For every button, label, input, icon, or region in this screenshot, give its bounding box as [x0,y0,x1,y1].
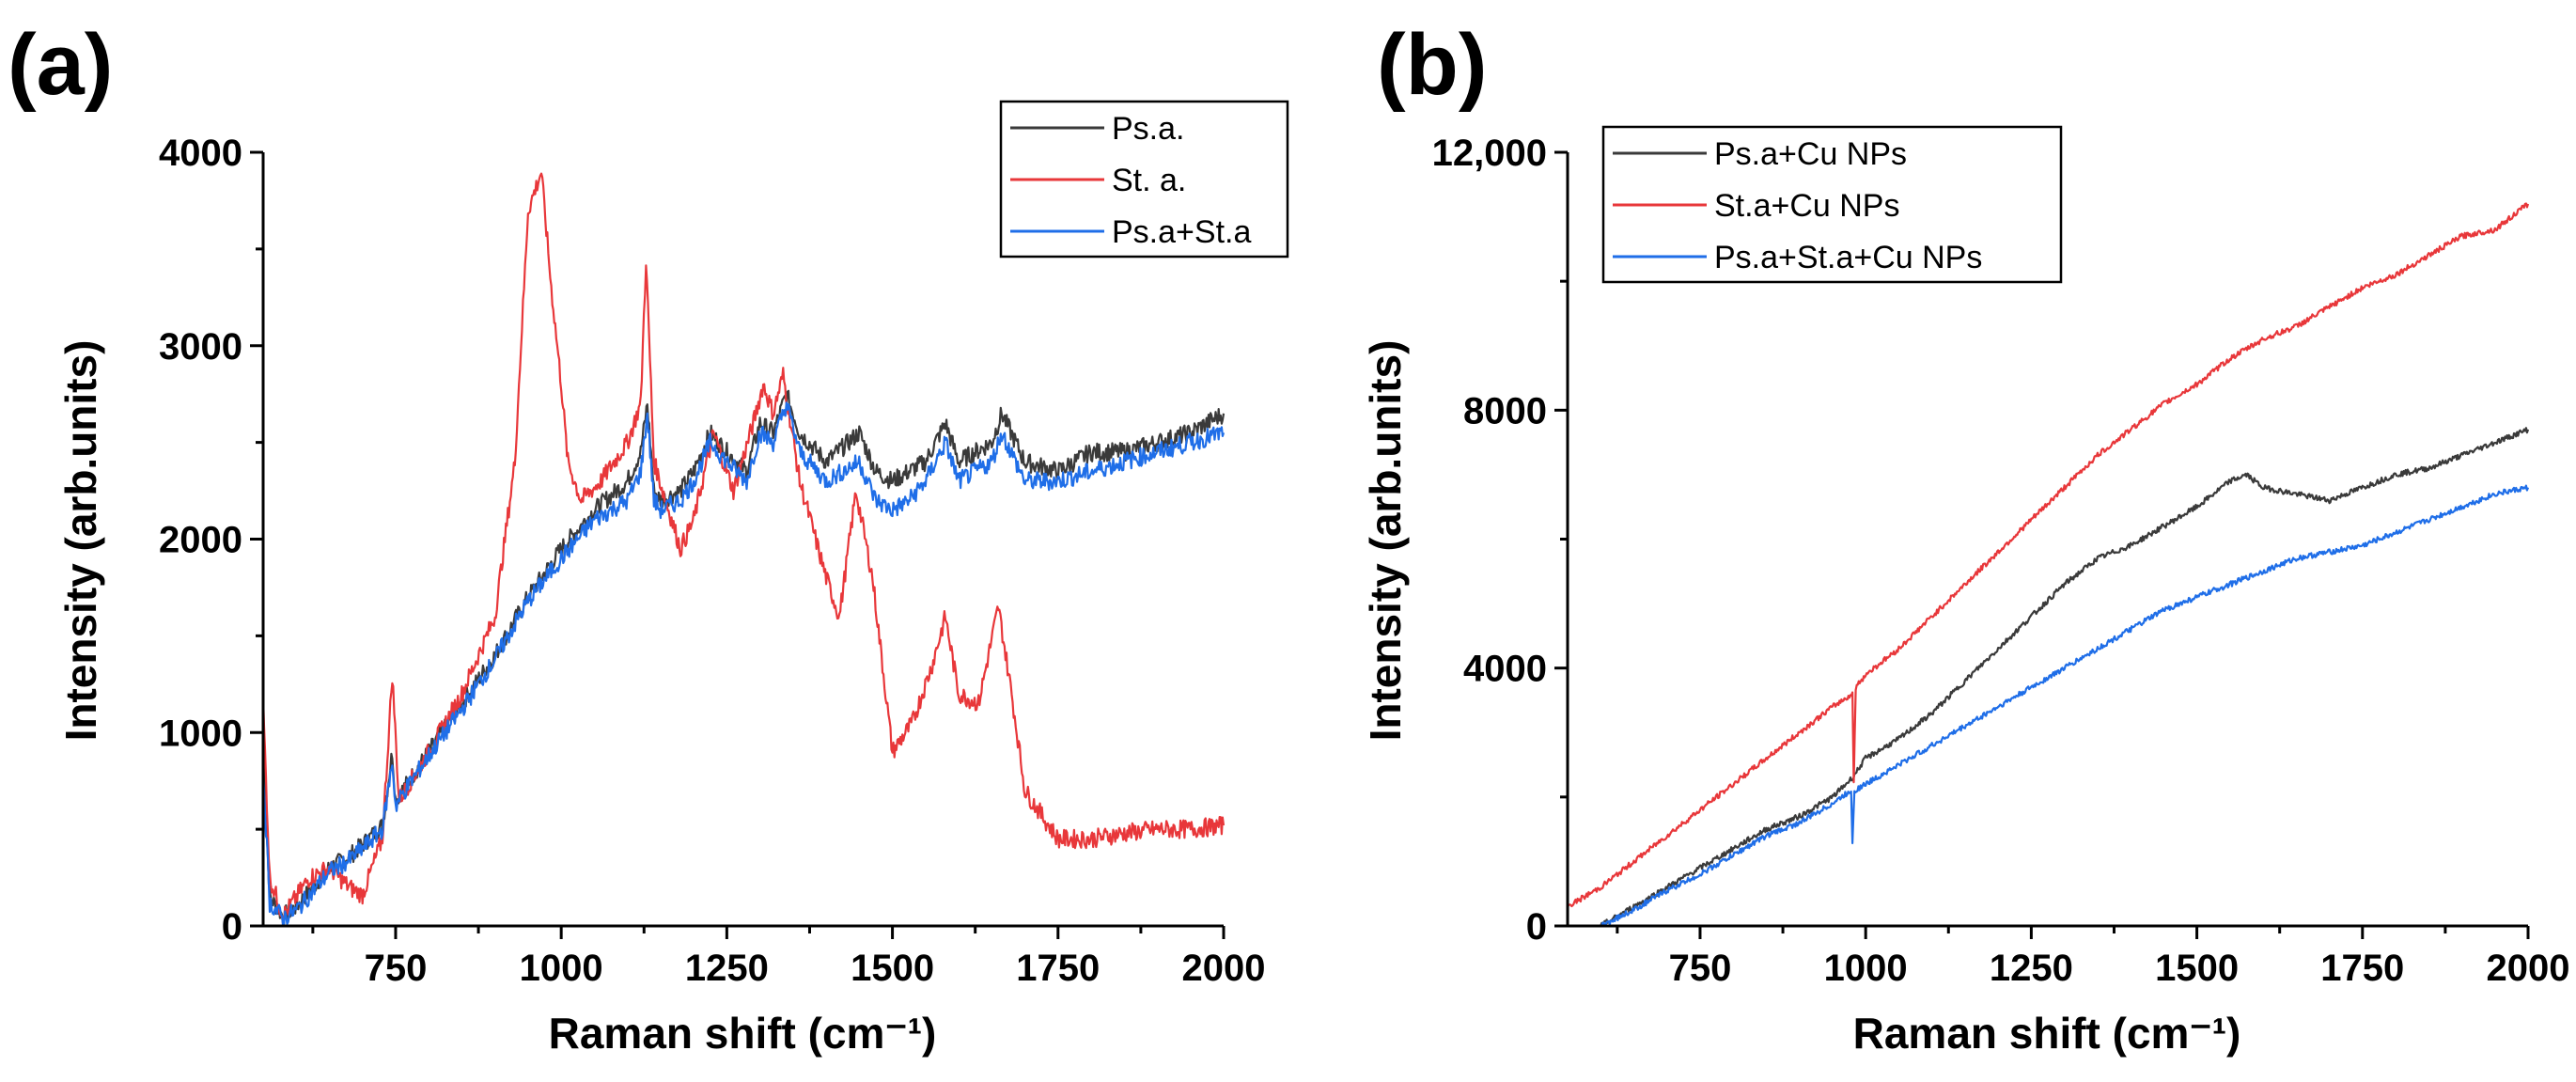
panel-a-x-tick-label: 1750 [1016,948,1100,989]
panel-b-y-tick-label: 8000 [1463,390,1547,431]
panel-a-y-axis-label: Intensity (arb.units) [56,340,105,742]
panel-b-chart: (b) 750 1000 1250 1500 1750 2000 0 4000 8000 12,0… [1361,17,2569,1058]
panel-b-series-line-3 [1600,484,2530,928]
panel-a-chart: (a) 750 1000 1250 1500 1750 2000 0 1000 2000 3000… [8,17,1289,1058]
panel-a-x-axis-label: Raman shift (cm⁻¹) [549,1009,937,1058]
panel-b-y-tick-label: 12,000 [1432,133,1547,174]
panel-a-x-tick-label: 1250 [685,948,769,989]
panel-a-ticks: 750 1000 1250 1500 1750 2000 0 1000 2000 3000 4000 [159,133,1265,989]
panel-b-series-line-1 [1600,427,2530,927]
panel-a-y-tick-label: 1000 [159,713,242,754]
panel-b-y-axis-label: Intensity (arb.units) [1361,340,1410,742]
panel-a-label: (a) [8,17,113,113]
panel-b-ticks: 750 1000 1250 1500 1750 2000 0 4000 8000 12,000 [1432,133,2570,989]
panel-a-y-tick-label: 0 [222,906,242,948]
panel-b-legend: Ps.a+Cu NPs St.a+Cu NPs Ps.a+St.a+Cu NPs [1601,125,2063,284]
panel-a-legend-label-3: Ps.a+St.a [1112,214,1251,250]
panel-a-series-line-3 [261,401,1226,927]
panel-a-legend-label-2: St. a. [1112,163,1186,198]
panel-b-y-tick-label: 4000 [1463,649,1547,690]
panel-a-x-tick-label: 750 [365,948,428,989]
panel-b-x-axis-label: Raman shift (cm⁻¹) [1853,1009,2241,1058]
panel-b-x-tick-label: 1500 [2155,948,2239,989]
panel-b-x-tick-label: 1000 [1824,948,1908,989]
panel-b-x-tick-label: 1250 [1990,948,2073,989]
panel-b-x-tick-label: 1750 [2320,948,2404,989]
panel-b-x-tick-label: 750 [1669,948,1732,989]
panel-a-legend-label-1: Ps.a. [1112,111,1184,147]
panel-a-x-tick-label: 1500 [851,948,934,989]
panel-a-x-tick-label: 1000 [520,948,603,989]
panel-b-x-tick-label: 2000 [2487,948,2570,989]
panel-a-series [261,172,1226,927]
panel-b-series-line-2 [1566,202,2530,908]
panel-b-y-tick-label: 0 [1526,906,1547,948]
panel-b-legend-label-1: Ps.a+Cu NPs [1714,136,1907,172]
panel-a-y-tick-label: 2000 [159,520,242,561]
panel-b-legend-label-2: St.a+Cu NPs [1714,188,1899,224]
panel-a-y-tick-label: 3000 [159,326,242,368]
panel-a-x-tick-label: 2000 [1182,948,1266,989]
panel-b-legend-label-3: Ps.a+St.a+Cu NPs [1714,240,1982,275]
panel-a-legend: Ps.a. St. a. Ps.a+St.a [999,100,1289,259]
panel-b-series [1566,202,2530,928]
panel-b-label: (b) [1377,17,1487,113]
panel-a-y-tick-label: 4000 [159,133,242,174]
panel-a-series-line-2 [261,172,1226,926]
